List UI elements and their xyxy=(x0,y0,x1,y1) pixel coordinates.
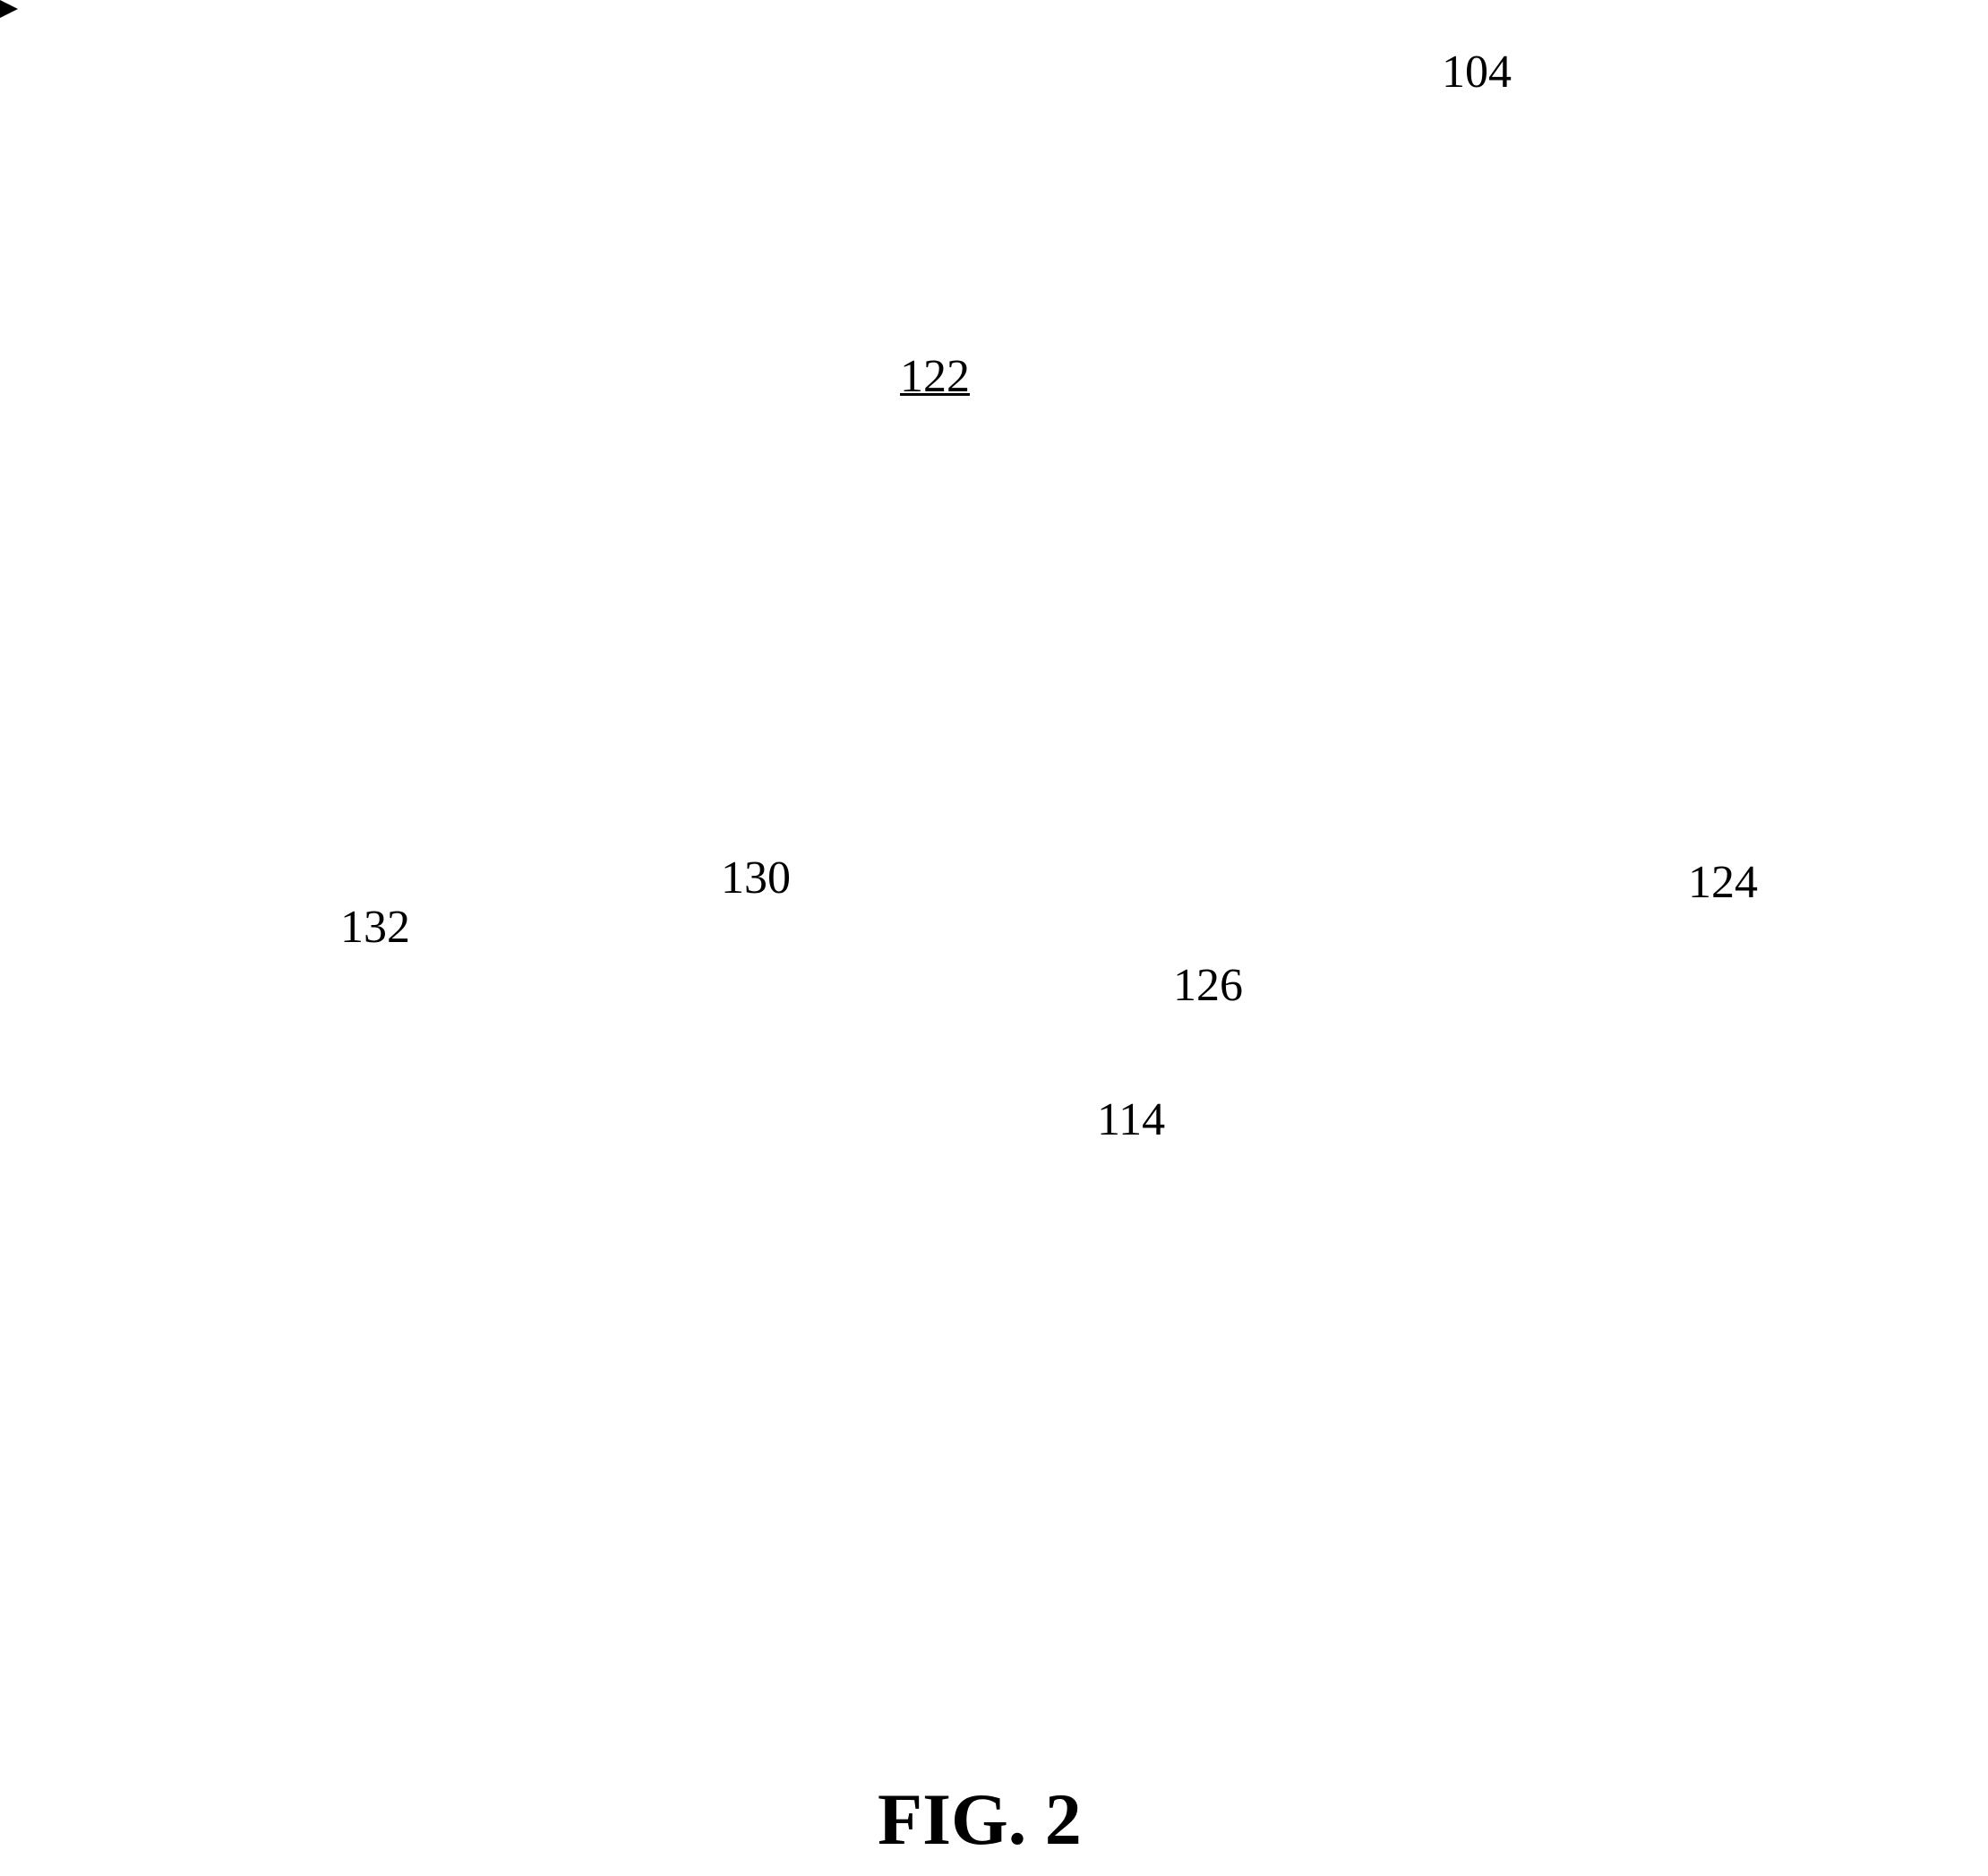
ref-label-104: 104 xyxy=(1442,49,1512,96)
diagram-canvas: 104 122 124 126 130 114 132 FIG. 2 xyxy=(0,0,1988,1876)
ref-label-130: 130 xyxy=(721,855,791,902)
ref-label-122: 122 xyxy=(900,354,970,400)
ref-label-124: 124 xyxy=(1688,860,1758,906)
ref-label-132: 132 xyxy=(340,904,410,951)
diagram-svg xyxy=(0,0,1988,1876)
ref-label-114: 114 xyxy=(1097,1097,1165,1144)
ref-label-126: 126 xyxy=(1173,963,1243,1009)
figure-title: FIG. 2 xyxy=(878,1777,1082,1862)
